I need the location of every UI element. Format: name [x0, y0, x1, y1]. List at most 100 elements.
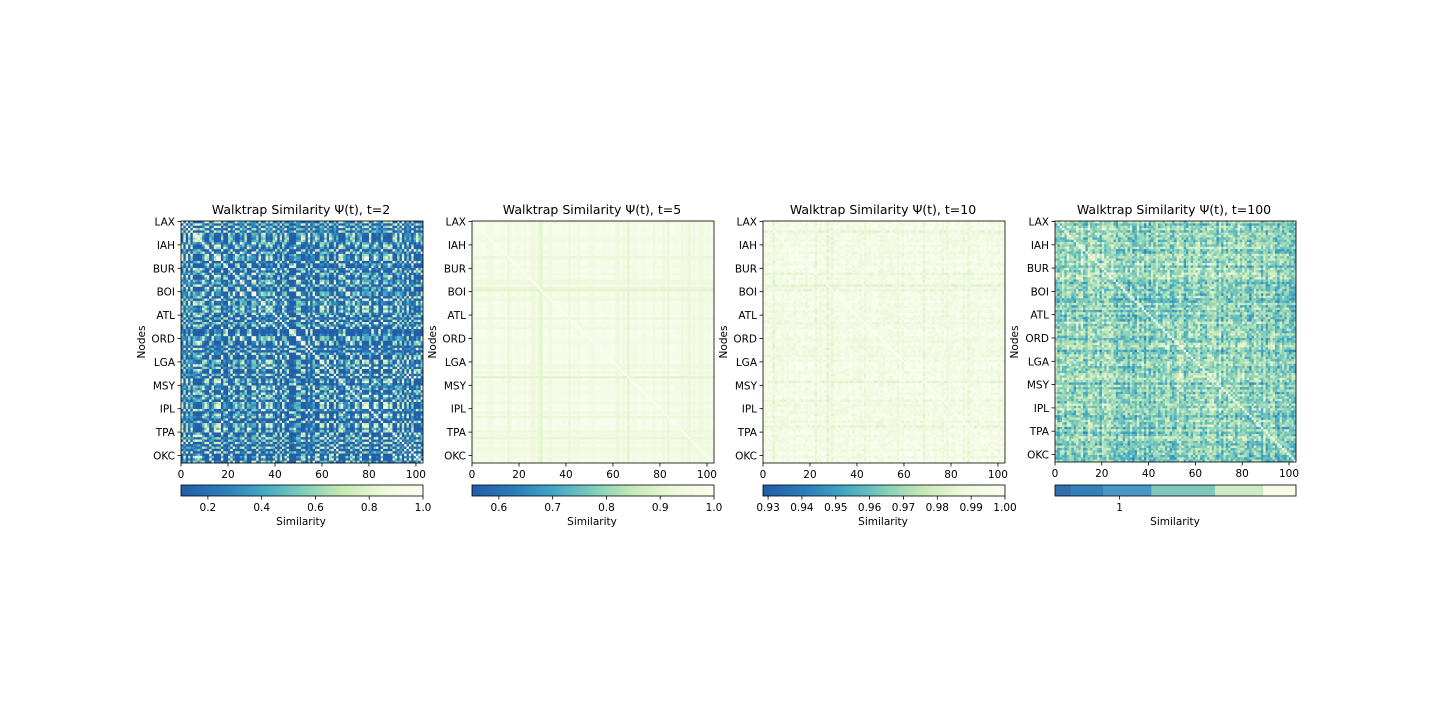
heatmap-cell — [360, 310, 363, 313]
heatmap-cell — [200, 259, 203, 262]
heatmap-cell — [244, 247, 247, 250]
heatmap-cell — [244, 291, 247, 294]
heatmap-cell — [263, 320, 266, 323]
heatmap-cell — [371, 270, 374, 273]
heatmap-cell — [378, 252, 381, 255]
heatmap-cell — [280, 256, 283, 259]
heatmap-cell — [240, 230, 243, 233]
heatmap-cell — [411, 245, 414, 248]
heatmap-cell — [219, 259, 222, 262]
heatmap-cell — [395, 270, 398, 273]
heatmap-cell — [353, 277, 356, 280]
heatmap-cell — [181, 228, 184, 231]
heatmap-cell — [336, 228, 339, 231]
heatmap-cell — [254, 221, 257, 224]
heatmap-cell — [338, 284, 341, 287]
heatmap-cell — [244, 289, 247, 292]
heatmap-cell — [240, 306, 243, 309]
heatmap-cell — [404, 310, 407, 313]
heatmap-cell — [324, 273, 327, 276]
heatmap-cell — [244, 310, 247, 313]
heatmap-cell — [181, 280, 184, 283]
heatmap-cell — [329, 240, 332, 243]
heatmap-cell — [284, 303, 287, 306]
heatmap-cell — [254, 294, 257, 297]
heatmap-cell — [362, 270, 365, 273]
heatmap-cell — [237, 237, 240, 240]
heatmap-cell — [254, 230, 257, 233]
heatmap-cell — [371, 313, 374, 316]
heatmap-cell — [315, 245, 318, 248]
heatmap-cell — [294, 294, 297, 297]
heatmap-cell — [324, 306, 327, 309]
heatmap-cell — [310, 226, 313, 229]
heatmap-cell — [324, 280, 327, 283]
heatmap-cell — [223, 301, 226, 304]
heatmap-cell — [388, 270, 391, 273]
heatmap-cell — [308, 313, 311, 316]
heatmap-cell — [306, 282, 309, 285]
heatmap-cell — [244, 280, 247, 283]
heatmap-cell — [392, 313, 395, 316]
heatmap-cell — [383, 282, 386, 285]
heatmap-cell — [343, 221, 346, 224]
heatmap-cell — [317, 221, 320, 224]
heatmap-cell — [317, 240, 320, 243]
heatmap-cell — [383, 299, 386, 302]
heatmap-cell — [219, 306, 222, 309]
heatmap-cell — [409, 245, 412, 248]
heatmap-cell — [381, 237, 384, 240]
heatmap-cell — [280, 245, 283, 248]
heatmap-cell — [322, 242, 325, 245]
heatmap-cell — [263, 273, 266, 276]
heatmap-cell — [338, 263, 341, 266]
heatmap-cell — [202, 240, 205, 243]
heatmap-cell — [223, 313, 226, 316]
heatmap-cell — [385, 273, 388, 276]
heatmap-cell — [298, 228, 301, 231]
heatmap-cell — [355, 270, 358, 273]
heatmap-cell — [275, 320, 278, 323]
heatmap-cell — [381, 299, 384, 302]
heatmap-cell — [310, 299, 313, 302]
heatmap-cell — [296, 317, 299, 320]
heatmap-cell — [310, 223, 313, 226]
heatmap-cell — [233, 317, 236, 320]
heatmap-cell — [235, 223, 238, 226]
heatmap-cell — [388, 315, 391, 318]
heatmap-cell — [247, 221, 250, 224]
heatmap-cell — [414, 245, 417, 248]
heatmap-cell — [357, 259, 360, 262]
heatmap-cell — [291, 261, 294, 264]
heatmap-cell — [226, 280, 229, 283]
heatmap-cell — [336, 273, 339, 276]
heatmap-cell — [376, 245, 379, 248]
heatmap-cell — [195, 256, 198, 259]
heatmap-cell — [383, 306, 386, 309]
heatmap-cell — [254, 289, 257, 292]
heatmap-cell — [207, 320, 210, 323]
heatmap-cell — [212, 273, 215, 276]
heatmap-cell — [329, 303, 332, 306]
heatmap-cell — [331, 268, 334, 271]
heatmap-cell — [251, 310, 254, 313]
heatmap-cell — [329, 277, 332, 280]
heatmap-cell — [268, 242, 271, 245]
heatmap-cell — [364, 287, 367, 290]
heatmap-cell — [256, 259, 259, 262]
heatmap-cell — [247, 310, 250, 313]
heatmap-cell — [298, 259, 301, 262]
heatmap-cell — [362, 223, 365, 226]
heatmap-cell — [263, 223, 266, 226]
heatmap-cell — [242, 273, 245, 276]
heatmap-cell — [397, 268, 400, 271]
heatmap-cell — [395, 254, 398, 257]
heatmap-cell — [216, 249, 219, 252]
heatmap-cell — [320, 247, 323, 250]
heatmap-cell — [385, 294, 388, 297]
heatmap-cell — [324, 313, 327, 316]
heatmap-cell — [360, 273, 363, 276]
heatmap-cell — [317, 233, 320, 236]
heatmap-cell — [200, 230, 203, 233]
heatmap-cell — [195, 275, 198, 278]
